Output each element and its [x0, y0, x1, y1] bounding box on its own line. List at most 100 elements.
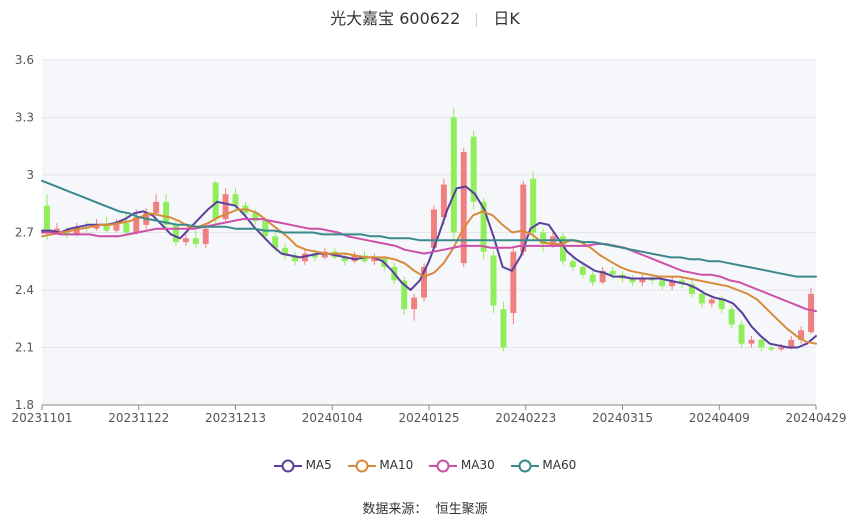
y-tick-label: 2.1: [15, 341, 34, 355]
candle-body: [272, 236, 279, 248]
candle-body: [629, 278, 636, 283]
candle-body: [43, 205, 50, 233]
source-value: 恒生聚源: [435, 502, 488, 517]
legend-label-ma60: MA60: [542, 458, 577, 473]
candle-body: [738, 324, 745, 344]
candle-body: [778, 347, 785, 350]
data-source: 数据来源： 恒生聚源: [0, 498, 850, 517]
y-tick-label: 2.7: [15, 226, 34, 240]
series-line-ma30: [41, 218, 817, 313]
candle-body: [450, 117, 457, 233]
legend-item-ma60[interactable]: MA60: [510, 458, 577, 473]
candle-body: [718, 299, 725, 310]
candle-body: [292, 255, 299, 262]
y-tick-label: 1.8: [15, 398, 34, 412]
legend-label-ma10: MA10: [379, 458, 414, 473]
x-tick-label: 20231213: [205, 411, 266, 425]
candle-body: [520, 184, 527, 252]
candle-body: [301, 253, 308, 262]
candle-body: [192, 238, 199, 244]
candle-body: [460, 152, 467, 264]
candle-body: [708, 299, 715, 304]
chart-title-row: 光大嘉宝 600622 日K: [0, 5, 850, 29]
source-label: 数据来源：: [362, 502, 428, 517]
candle-body: [371, 257, 378, 262]
series-line-ma10: [41, 208, 817, 345]
candle-body: [53, 228, 60, 233]
candle-body: [113, 222, 120, 231]
candle-body: [540, 232, 547, 244]
candle-body: [768, 347, 775, 350]
candle-body: [202, 228, 209, 244]
candle-body: [589, 274, 596, 283]
candle-body: [421, 267, 428, 298]
legend-item-ma30[interactable]: MA30: [429, 458, 495, 473]
candle-body: [182, 238, 189, 243]
candle-body: [748, 339, 755, 344]
candle-body: [163, 201, 170, 225]
candle-body: [569, 261, 576, 267]
legend-marker-ma5: [273, 459, 302, 473]
x-tick-label: 20240315: [592, 411, 653, 425]
y-tick-label: 3.3: [15, 111, 34, 125]
candle-body: [252, 213, 259, 221]
x-tick-label: 20231101: [11, 411, 72, 425]
candle-body: [788, 339, 795, 348]
period-label: 日K: [493, 9, 520, 28]
x-tick-label: 20240429: [785, 411, 846, 425]
candle-body: [341, 257, 348, 262]
legend-label-ma5: MA5: [305, 458, 332, 473]
legend-label-ma30: MA30: [460, 458, 495, 473]
candle-body: [411, 297, 418, 310]
candle-body: [172, 224, 179, 243]
legend-marker-ma10: [347, 459, 376, 473]
candle-body: [93, 224, 100, 229]
chart-title: 光大嘉宝 600622: [330, 9, 461, 28]
candle-body: [500, 309, 507, 348]
candle-body: [440, 184, 447, 218]
candle-body: [490, 255, 497, 306]
candle-body: [282, 247, 289, 256]
candle-body: [401, 280, 408, 310]
legend-marker-ma30: [429, 459, 458, 473]
y-tick-label: 3: [26, 168, 34, 182]
legend-marker-ma60: [510, 459, 539, 473]
candle-body: [559, 236, 566, 262]
candle-body: [728, 309, 735, 325]
candle-body: [798, 330, 805, 340]
candle-body: [123, 222, 130, 233]
x-tick-label: 20240125: [398, 411, 459, 425]
candle-body: [430, 209, 437, 248]
y-tick-label: 3.6: [15, 53, 34, 67]
series-line-ma5: [41, 185, 817, 349]
legend-item-ma10[interactable]: MA10: [347, 458, 414, 473]
candle-body: [133, 217, 140, 233]
candle-body: [609, 270, 616, 275]
x-tick-label: 20240104: [302, 411, 363, 425]
candle-body: [510, 251, 517, 313]
candle-body: [103, 224, 110, 231]
y-tick-label: 2.4: [15, 283, 34, 297]
title-separator: [476, 12, 478, 27]
candle-body: [530, 178, 537, 233]
candle-body: [222, 194, 229, 220]
legend-item-ma5[interactable]: MA5: [273, 458, 332, 473]
x-tick-label: 20240409: [689, 411, 750, 425]
candle-body: [639, 278, 646, 283]
series-line-ma60: [41, 179, 817, 278]
candle-body: [808, 293, 815, 333]
candle-body: [688, 284, 695, 294]
candle-body: [262, 221, 269, 237]
candle-body: [212, 182, 219, 220]
x-tick-label: 20240223: [495, 411, 556, 425]
candle-body: [480, 201, 487, 252]
candle-body: [232, 194, 239, 206]
candle-body: [659, 280, 666, 287]
candle-body: [669, 280, 676, 287]
candle-body: [758, 339, 765, 348]
candle-body: [698, 293, 705, 304]
candle-body: [579, 267, 586, 275]
x-tick-label: 20231122: [108, 411, 169, 425]
candle-body: [311, 253, 318, 258]
